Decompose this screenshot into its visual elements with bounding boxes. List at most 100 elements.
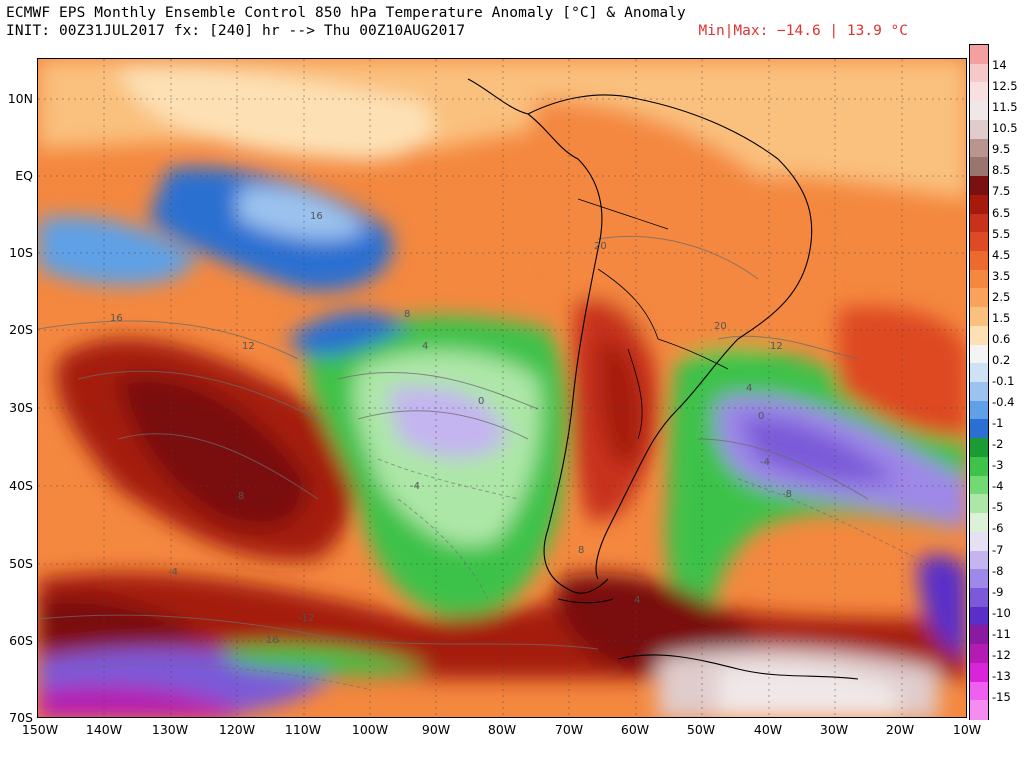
contour-label: 8	[238, 491, 244, 502]
lon-label: 30W	[819, 722, 849, 737]
graticule	[38, 59, 966, 717]
colorbar-label: -1	[992, 416, 1004, 431]
contour-label: 8	[578, 545, 584, 556]
lat-label: 20S	[9, 322, 33, 337]
lat-label: 50S	[9, 556, 33, 571]
contour-label: -4	[168, 567, 178, 578]
lon-label: 100W	[351, 722, 389, 737]
colorbar-swatch	[970, 269, 988, 289]
lat-label: 60S	[9, 633, 33, 648]
lat-label: 10S	[9, 245, 33, 260]
colorbar-swatch	[970, 363, 988, 383]
colorbar-swatch	[970, 494, 988, 514]
colorbar-label: 3.5	[992, 268, 1011, 283]
lat-label: EQ	[15, 168, 33, 183]
colorbar-swatch	[970, 119, 988, 140]
colorbar-swatch	[970, 587, 988, 608]
colorbar-swatch	[970, 176, 988, 196]
contour-label: 16	[110, 313, 123, 324]
lon-label: 70W	[554, 722, 584, 737]
map-title: ECMWF EPS Monthly Ensemble Control 850 h…	[6, 5, 686, 21]
init-time-line: INIT: 00Z31JUL2017 fx: [240] hr --> Thu …	[6, 23, 466, 39]
contour-label: 4	[422, 341, 428, 352]
colorbar-swatch	[970, 475, 988, 495]
colorbar-swatch	[970, 157, 988, 177]
colorbar-swatch	[970, 700, 988, 720]
colorbar-swatch	[970, 625, 988, 645]
lon-label: 90W	[421, 722, 451, 737]
colorbar-label: -15	[992, 689, 1011, 704]
lon-label: 20W	[885, 722, 915, 737]
contour-label: 0	[758, 411, 764, 422]
lon-label: 130W	[151, 722, 189, 737]
colorbar-swatch	[970, 325, 988, 346]
contour-label: 0	[478, 396, 484, 407]
colorbar-label: -6	[992, 521, 1004, 536]
anomaly-map: 16 16 20 20 12 12 8 4 0 -4 8 4 0 -4 -8 -…	[38, 59, 966, 717]
colorbar-label: 10.5	[992, 121, 1018, 136]
lon-label: 50W	[686, 722, 716, 737]
colorbar-swatch	[970, 456, 988, 477]
colorbar-label: 1.5	[992, 310, 1011, 325]
negative-contours	[77, 458, 919, 690]
lon-label: 110W	[284, 722, 322, 737]
colorbar-label: 12.5	[992, 79, 1018, 94]
lon-label: 150W	[21, 722, 59, 737]
colorbar-swatch	[970, 101, 988, 121]
colorbar-swatch	[970, 550, 988, 570]
anomaly-shading	[38, 59, 966, 717]
colorbar-swatch	[970, 288, 988, 308]
contour-label: -4	[760, 457, 770, 468]
colorbar-label: 9.5	[992, 142, 1011, 157]
colorbar-swatch	[970, 644, 988, 664]
colorbar-swatch	[970, 513, 988, 533]
contour-label: 8	[404, 309, 410, 320]
lat-label: 10N	[7, 91, 33, 106]
colorbar-swatch	[970, 213, 988, 233]
colorbar-label: -0.4	[992, 395, 1015, 410]
colorbar-swatch	[970, 438, 988, 458]
colorbar-label: 14	[992, 58, 1007, 73]
colorbar-label: -13	[992, 668, 1011, 683]
colorbar	[969, 44, 989, 720]
colorbar-swatch	[970, 681, 988, 701]
colorbar-swatch	[970, 606, 988, 626]
contour-label: 20	[714, 321, 727, 332]
contour-lines	[38, 235, 869, 650]
contour-label: 16	[310, 211, 323, 222]
colorbar-swatch	[970, 344, 988, 364]
contour-label: 12	[770, 341, 783, 352]
colorbar-swatch	[970, 400, 988, 421]
lat-label: 40S	[9, 478, 33, 493]
colorbar-label: -7	[992, 542, 1004, 557]
lon-label: 40W	[753, 722, 783, 737]
colorbar-swatch	[970, 63, 988, 84]
colorbar-label: -12	[992, 647, 1011, 662]
contour-label: 4	[746, 383, 752, 394]
map-panel: 16 16 20 20 12 12 8 4 0 -4 8 4 0 -4 -8 -…	[37, 58, 967, 718]
colorbar-swatch	[970, 307, 988, 327]
contour-label: 12	[242, 341, 255, 352]
lat-label: 30S	[9, 400, 33, 415]
colorbar-label: 5.5	[992, 226, 1011, 241]
lon-label: 140W	[85, 722, 123, 737]
lon-label: 60W	[620, 722, 650, 737]
contour-label-group: 16 16 20 20 12 12 8 4 0 -4 8 4 0 -4 -8 -…	[110, 211, 792, 646]
lat-label: 70S	[9, 710, 33, 725]
min-max-readout: Min|Max: −14.6 | 13.9 °C	[698, 23, 908, 39]
colorbar-label: -3	[992, 458, 1004, 473]
colorbar-swatch	[970, 232, 988, 252]
colorbar-label: -11	[992, 626, 1011, 641]
colorbar-label: -8	[992, 563, 1004, 578]
country-borders	[577, 198, 729, 440]
colorbar-label: -0.1	[992, 374, 1015, 388]
lon-label: 120W	[218, 722, 256, 737]
colorbar-label: 0.6	[992, 331, 1011, 346]
colorbar-swatch	[970, 419, 988, 439]
colorbar-label: -2	[992, 437, 1004, 452]
colorbar-swatch	[970, 662, 988, 683]
colorbar-label: 11.5	[992, 100, 1018, 115]
colorbar-swatch	[970, 569, 988, 589]
contour-label: -12	[298, 613, 314, 624]
colorbar-label: -10	[992, 605, 1011, 620]
